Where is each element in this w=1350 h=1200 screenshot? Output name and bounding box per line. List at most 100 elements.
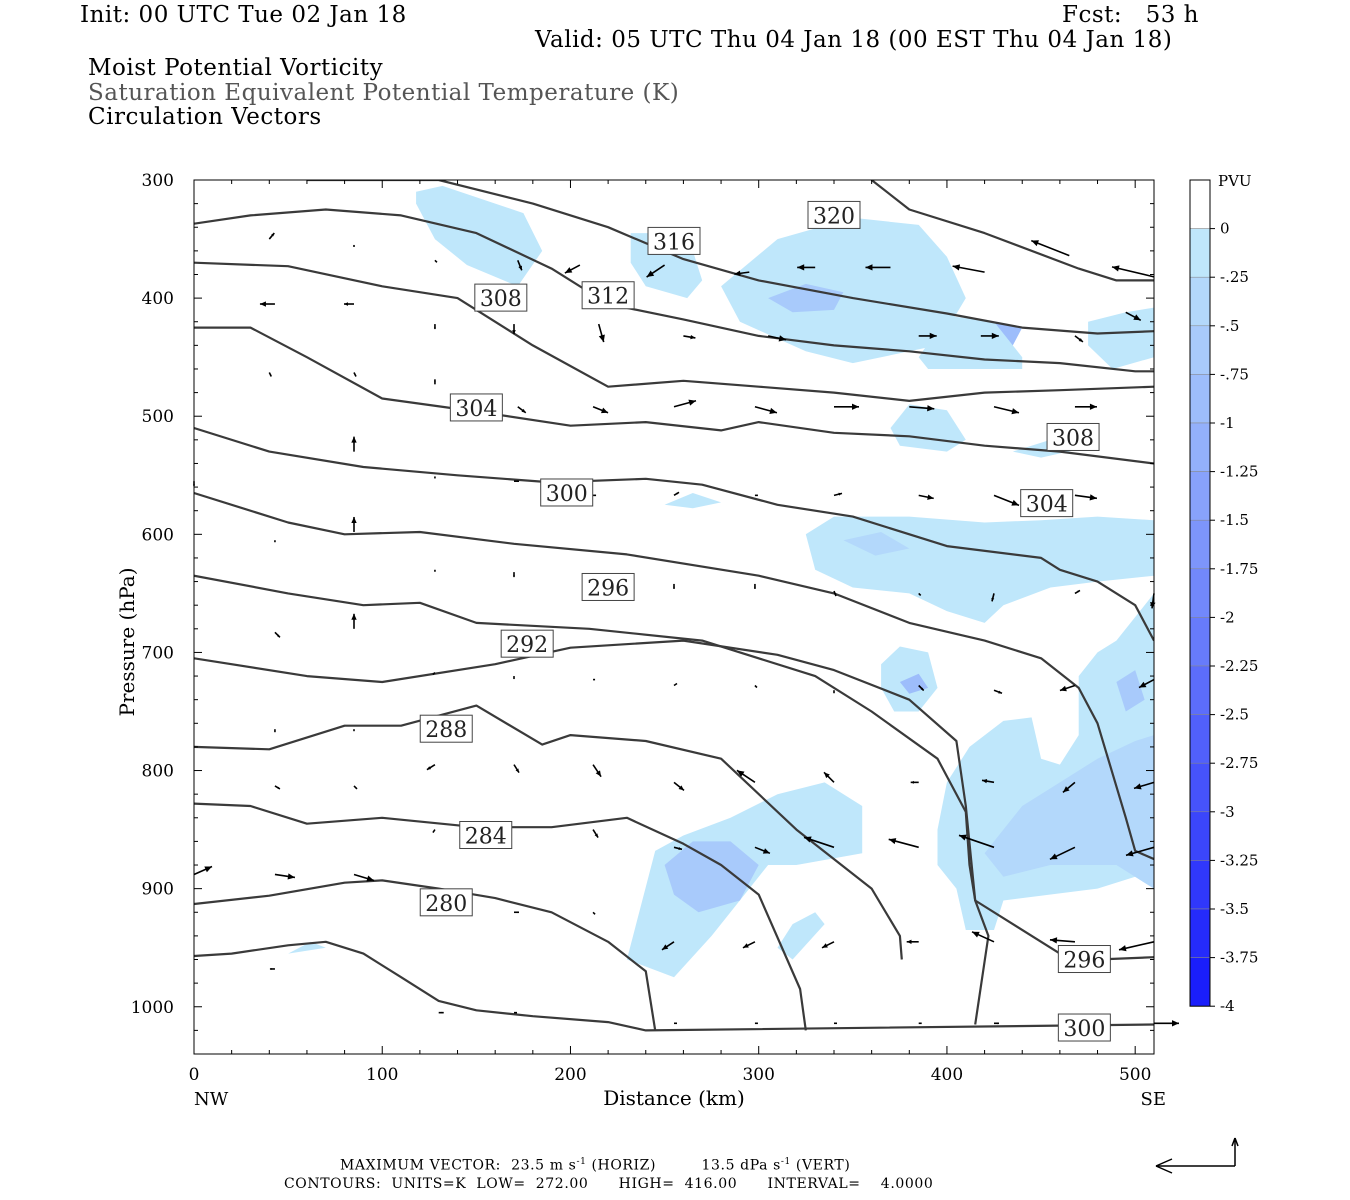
vector-head [972, 931, 980, 938]
vector-head [594, 833, 599, 838]
vector-head [929, 332, 937, 340]
y-tick-label: 300 [142, 171, 174, 191]
vector-head [515, 768, 519, 773]
colorbar-tick-label: -.75 [1220, 365, 1249, 383]
vector-head [991, 597, 995, 602]
circulation-vector [1059, 684, 1076, 692]
field-title-pv: Moist Potential Vorticity [88, 55, 384, 81]
circulation-vector [918, 494, 934, 500]
vector-head [838, 492, 842, 496]
circulation-vector-layer [193, 232, 1179, 1027]
circulation-vector [517, 260, 523, 271]
pv-region-18 [664, 841, 759, 913]
circulation-vector [438, 1011, 444, 1014]
circulation-vector [353, 873, 375, 882]
contour-320 [306, 180, 1154, 335]
vector-head [517, 480, 519, 483]
circulation-vector [268, 232, 275, 240]
vector-head [1059, 685, 1067, 692]
pv-region-0 [416, 185, 543, 287]
max-vector-caption: MAXIMUM VECTOR: 23.5 m s-1 (HORIZ) 13.5 … [340, 1157, 851, 1174]
contour-label: 284 [459, 821, 513, 850]
circulation-vector [646, 264, 666, 278]
contour-label: 300 [1057, 1013, 1111, 1042]
contour-label-text: 292 [506, 633, 548, 658]
colorbar-swatch [1189, 179, 1211, 229]
contour-312 [194, 261, 1154, 402]
contour-label: 312 [581, 281, 635, 310]
contour-label-text: 300 [546, 482, 588, 507]
y-tick-label: 1000 [131, 998, 174, 1018]
vector-head [513, 575, 515, 578]
vector-head [1133, 314, 1141, 321]
circulation-vector [1133, 781, 1155, 790]
vector-shaft [432, 829, 436, 834]
x-right-end-label: SE [1141, 1089, 1166, 1110]
circulation-vector [432, 829, 436, 834]
contour-300 [194, 491, 1154, 861]
vector-shaft [434, 259, 438, 263]
vector-head [991, 332, 999, 340]
contour-label-text: 312 [587, 285, 629, 310]
colorbar-tick-label: -1 [1220, 414, 1235, 432]
contour-label-box [581, 281, 635, 310]
contour-label-text: 300 [1063, 1017, 1105, 1042]
vector-head [512, 330, 516, 335]
x-tick-label: 0 [189, 1065, 200, 1085]
circulation-vector [673, 781, 685, 791]
contour-label-box [449, 393, 503, 422]
circulation-vector [673, 399, 697, 408]
colorbar-tick-label: -1.75 [1220, 560, 1258, 578]
vector-head [646, 270, 655, 278]
pv-region-19 [777, 912, 825, 960]
contour-label: 308 [1046, 422, 1100, 451]
contour-extra-11 [194, 940, 1154, 1032]
vector-head [734, 270, 741, 277]
vector-head [1119, 945, 1127, 952]
x-tick-label: 200 [554, 1065, 586, 1085]
contour-label-box [1057, 945, 1111, 974]
circulation-vector [592, 829, 599, 839]
vector-head [269, 374, 272, 377]
contour-label-box [419, 714, 473, 743]
vector-head [366, 875, 374, 882]
contour-label-text: 304 [1026, 493, 1068, 518]
circulation-vector [993, 494, 1020, 507]
contour-label-text: 304 [455, 397, 497, 422]
circulation-vector [754, 583, 756, 589]
circulation-vector [673, 682, 678, 687]
circulation-vector [1111, 265, 1155, 278]
circulation-vector [906, 939, 919, 944]
vector-head [351, 436, 357, 443]
circulation-vector [514, 911, 519, 914]
circulation-vector [353, 785, 358, 790]
vector-head [354, 374, 356, 377]
circulation-vector [918, 592, 922, 596]
init-time-label: Init: 00 UTC Tue 02 Jan 18 [80, 2, 407, 28]
y-tick-label: 700 [142, 643, 174, 663]
circulation-vector [1049, 937, 1076, 944]
vector-head [690, 334, 696, 340]
y-tick-label: 600 [142, 525, 174, 545]
colorbar-swatch [1189, 908, 1211, 958]
contour-label-box [1046, 422, 1100, 451]
circulation-vector [268, 372, 273, 377]
vector-head [762, 848, 770, 854]
colorbar-tick-label: -3.5 [1220, 900, 1249, 918]
vector-head [927, 405, 935, 412]
pv-region-3 [768, 283, 844, 313]
colorbar-swatch [1189, 762, 1211, 813]
circulation-vector [673, 846, 683, 851]
contour-label: 292 [500, 629, 554, 658]
vector-head [678, 847, 682, 850]
vector-shaft [754, 684, 758, 689]
y-tick-label: 400 [142, 289, 174, 309]
vector-head [769, 407, 777, 414]
vector-head [952, 264, 961, 271]
vector-head [1126, 850, 1134, 857]
colorbar-tick-label: -4 [1220, 997, 1235, 1015]
vector-shaft [432, 671, 436, 676]
circulation-vector [592, 406, 609, 414]
circulation-vector [993, 689, 1003, 694]
vector-head [736, 770, 745, 777]
